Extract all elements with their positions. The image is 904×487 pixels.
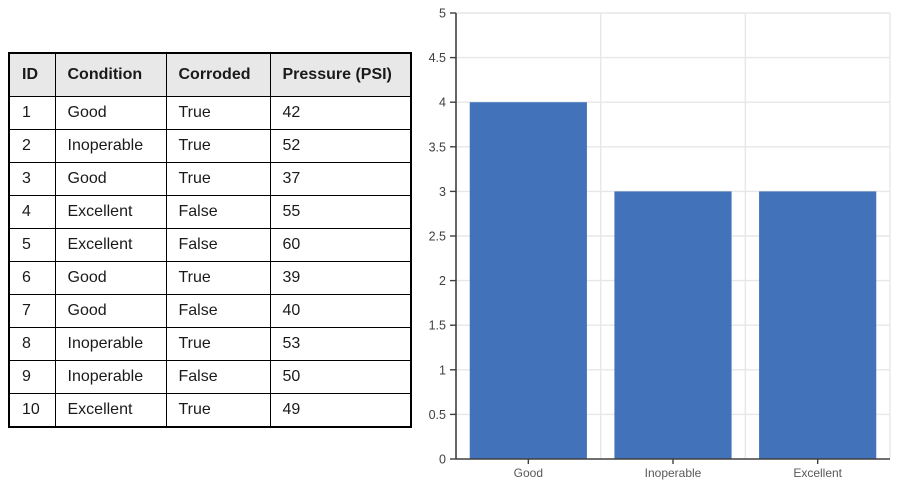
table-cell: Good bbox=[54, 261, 167, 295]
table-row: 7 Good False 40 bbox=[8, 294, 412, 328]
table-cell: True bbox=[165, 327, 271, 361]
table-cell: Good bbox=[54, 294, 167, 328]
table-cell: 60 bbox=[269, 228, 412, 262]
x-category-label: Excellent bbox=[793, 466, 842, 480]
table-header-row: ID Condition Corroded Pressure (PSI) bbox=[8, 52, 412, 97]
x-category-label: Inoperable bbox=[645, 466, 702, 480]
pipe-data-table-wrap: ID Condition Corroded Pressure (PSI) 1 Good T… bbox=[8, 52, 412, 428]
y-tick-label: 0 bbox=[439, 453, 446, 467]
table-cell: 55 bbox=[269, 195, 412, 229]
column-header: ID bbox=[8, 52, 56, 97]
column-header: Condition bbox=[54, 52, 167, 97]
table-cell: False bbox=[165, 294, 271, 328]
table-row: 1 Good True 42 bbox=[8, 96, 412, 130]
column-header: Corroded bbox=[165, 52, 271, 97]
table-row: 10 Excellent True 49 bbox=[8, 393, 412, 428]
table-row: 9 Inoperable False 50 bbox=[8, 360, 412, 394]
table-cell: Excellent bbox=[54, 228, 167, 262]
table-cell: 9 bbox=[8, 360, 56, 394]
column-header: Pressure (PSI) bbox=[269, 52, 412, 97]
y-tick-label: 4.5 bbox=[429, 51, 446, 65]
table-row: 4 Excellent False 55 bbox=[8, 195, 412, 229]
table-row: 2 Inoperable True 52 bbox=[8, 129, 412, 163]
table-cell: False bbox=[165, 360, 271, 394]
table-cell: False bbox=[165, 195, 271, 229]
table-cell: True bbox=[165, 129, 271, 163]
table-cell: 10 bbox=[8, 393, 56, 428]
table-cell: 49 bbox=[269, 393, 412, 428]
bar-chart-svg: 0 0.5 1 1.5 2 2.5 3 3.5 4 4.5 5 Good Inoperable Excel… bbox=[429, 7, 891, 480]
table-cell: Inoperable bbox=[54, 129, 167, 163]
table-cell: False bbox=[165, 228, 271, 262]
table-cell: 5 bbox=[8, 228, 56, 262]
table-cell: Inoperable bbox=[54, 360, 167, 394]
x-category-label: Good bbox=[514, 466, 543, 480]
table-cell: 40 bbox=[269, 294, 412, 328]
table-cell: Good bbox=[54, 162, 167, 196]
table-row: 5 Excellent False 60 bbox=[8, 228, 412, 262]
table-cell: True bbox=[165, 96, 271, 130]
table-cell: Good bbox=[54, 96, 167, 130]
table-cell: 7 bbox=[8, 294, 56, 328]
y-tick-label: 2 bbox=[439, 274, 446, 288]
table-cell: 4 bbox=[8, 195, 56, 229]
y-tick-label: 3.5 bbox=[429, 140, 446, 154]
bar-inoperable bbox=[614, 191, 732, 459]
bar-good bbox=[469, 102, 587, 459]
table-row: 6 Good True 39 bbox=[8, 261, 412, 295]
table-cell: 37 bbox=[269, 162, 412, 196]
table-body: 1 Good True 42 2 Inoperable True 52 3 Good True 37 4… bbox=[8, 96, 412, 428]
bar-excellent bbox=[759, 191, 877, 459]
y-tick-label: 4 bbox=[439, 96, 446, 110]
table-cell: True bbox=[165, 162, 271, 196]
table-cell: 1 bbox=[8, 96, 56, 130]
table-cell: 8 bbox=[8, 327, 56, 361]
y-tick-label: 0.5 bbox=[429, 408, 446, 422]
table-cell: True bbox=[165, 393, 271, 428]
table-cell: Inoperable bbox=[54, 327, 167, 361]
table-cell: Excellent bbox=[54, 195, 167, 229]
y-tick-label: 1 bbox=[439, 363, 446, 377]
y-tick-label: 3 bbox=[439, 185, 446, 199]
y-tick-label: 5 bbox=[439, 7, 446, 21]
table-cell: Excellent bbox=[54, 393, 167, 428]
table-cell: 42 bbox=[269, 96, 412, 130]
y-tick-label: 1.5 bbox=[429, 319, 446, 333]
pipe-data-table: ID Condition Corroded Pressure (PSI) 1 Good T… bbox=[8, 52, 412, 428]
table-cell: 50 bbox=[269, 360, 412, 394]
table-cell: 39 bbox=[269, 261, 412, 295]
condition-count-bar-chart: 0 0.5 1 1.5 2 2.5 3 3.5 4 4.5 5 Good Inoperable Excel… bbox=[420, 0, 904, 487]
table-cell: 52 bbox=[269, 129, 412, 163]
table-row: 3 Good True 37 bbox=[8, 162, 412, 196]
table-cell: 2 bbox=[8, 129, 56, 163]
table-cell: 6 bbox=[8, 261, 56, 295]
table-cell: True bbox=[165, 261, 271, 295]
table-cell: 3 bbox=[8, 162, 56, 196]
table-cell: 53 bbox=[269, 327, 412, 361]
table-row: 8 Inoperable True 53 bbox=[8, 327, 412, 361]
y-tick-label: 2.5 bbox=[429, 230, 446, 244]
